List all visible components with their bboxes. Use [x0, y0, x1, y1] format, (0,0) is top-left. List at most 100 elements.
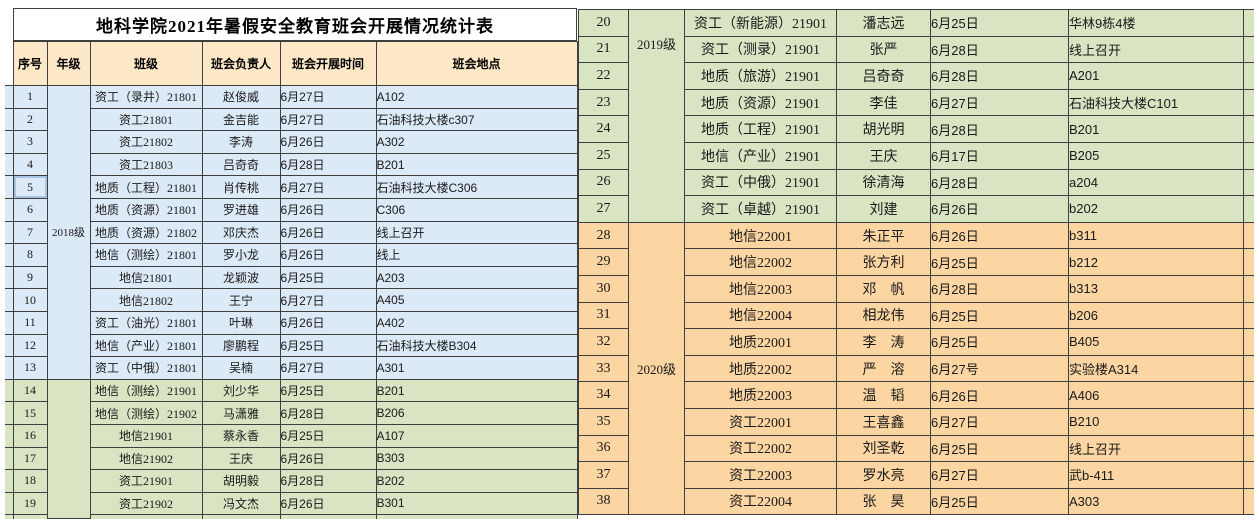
cell-class[interactable]: 地信22001	[684, 221, 837, 250]
cell-date[interactable]: 6月28日	[279, 401, 377, 425]
cell-leader[interactable]: 邓 帆	[836, 274, 931, 303]
cell-place[interactable]: b212	[1068, 248, 1244, 276]
sheet-title-cell[interactable]: 地科学院2021年暑假安全教育班会开展情况统计表	[13, 8, 577, 41]
cell-leader[interactable]: 王庆	[836, 141, 931, 170]
cell-place[interactable]: 实验楼A314	[1068, 354, 1244, 383]
cell-grade[interactable]: 2020级	[628, 221, 685, 516]
cell-row-number[interactable]: 15	[12, 401, 48, 425]
cell-class[interactable]: 资工（油光）21801	[89, 310, 203, 335]
cell-class[interactable]: 地信（产业）21801	[89, 333, 203, 358]
cell-row-number[interactable]: 27	[578, 195, 629, 223]
cell-row-number[interactable]: 17	[12, 446, 48, 471]
cell-date[interactable]: 6月27日	[279, 356, 377, 380]
cell-leader[interactable]: 赵俊威	[201, 85, 281, 109]
cell-class[interactable]: 资工（测录）21901	[684, 35, 837, 64]
cell-leader[interactable]: 严 溶	[836, 354, 931, 383]
cell-row-number[interactable]: 29	[578, 248, 629, 276]
cell-leader[interactable]: 刘少华	[201, 378, 281, 403]
cell-class[interactable]: 地质（资源）21901	[684, 88, 837, 117]
cell-row-number[interactable]: 20	[578, 9, 629, 37]
cell-date[interactable]: 6月25日	[279, 423, 377, 448]
cell-class[interactable]: 资工（录井）21801	[89, 85, 203, 109]
cell-leader[interactable]: 肖传桃	[201, 175, 281, 199]
column-header[interactable]: 班会开展时间	[279, 41, 377, 86]
cell-leader[interactable]: 吕奇奇	[201, 152, 281, 177]
cell-leader[interactable]: 马潇雅	[201, 401, 281, 425]
cell-row-number[interactable]: 7	[12, 220, 48, 245]
cell-place[interactable]: b202	[1068, 195, 1244, 223]
cell-date[interactable]: 6月28日	[930, 168, 1069, 197]
cell-leader[interactable]: 徐清海	[836, 168, 931, 197]
cell-place[interactable]: 华林9栋4楼	[1068, 9, 1244, 37]
cell-class[interactable]: 地质22003	[684, 381, 837, 409]
cell-leader[interactable]: 刘建	[836, 195, 931, 223]
cell-row-number[interactable]: 1	[12, 85, 48, 109]
cell-row-number[interactable]: 16	[12, 423, 48, 448]
cell-class[interactable]: 资工21802	[89, 130, 203, 154]
cell-date[interactable]: 6月27日	[930, 88, 1069, 117]
cell-class[interactable]: 地质22002	[684, 354, 837, 383]
cell-date[interactable]: 6月25日	[930, 328, 1069, 356]
cell-place[interactable]: 石油科技大楼C306	[375, 175, 578, 199]
cell-place[interactable]: A201	[1068, 62, 1244, 90]
cell-class[interactable]: 地信21801	[89, 265, 203, 290]
cell-leader[interactable]: 王宁	[201, 288, 281, 312]
cell-place[interactable]: 线上召开	[1068, 434, 1244, 463]
cell-leader[interactable]: 潘志远	[836, 9, 931, 37]
cell-date[interactable]: 6月25日	[930, 248, 1069, 276]
cell-leader[interactable]: 张严	[836, 35, 931, 64]
cell-class[interactable]: 地信（测绘）21902	[89, 401, 203, 425]
cell-place[interactable]: 石油科技大楼c307	[375, 107, 578, 132]
cell-grade[interactable]: 2019级	[628, 9, 685, 223]
cell-row-number[interactable]: 37	[578, 461, 629, 489]
cell-date[interactable]: 6月26日	[279, 310, 377, 335]
cell-date[interactable]: 6月26日	[279, 220, 377, 245]
cell-date[interactable]: 6月26日	[930, 195, 1069, 223]
cell-class[interactable]: 地信21802	[89, 288, 203, 312]
cell-leader[interactable]: 廖鹏程	[201, 333, 281, 358]
cell-row-number[interactable]: 13	[12, 356, 48, 380]
cell-date[interactable]: 6月27日	[279, 107, 377, 132]
cell-date[interactable]: 6月25日	[930, 301, 1069, 330]
cell-leader[interactable]: 叶琳	[201, 310, 281, 335]
cell-row-number[interactable]: 14	[12, 378, 48, 403]
cell-date[interactable]: 6月25日	[930, 434, 1069, 463]
cell-place[interactable]: A107	[375, 423, 578, 448]
cell-grade[interactable]	[46, 378, 91, 520]
cell-place[interactable]: A405	[375, 288, 578, 312]
cell-leader[interactable]: 张 昊	[836, 487, 931, 516]
cell-place[interactable]: B205	[1068, 141, 1244, 170]
cell-leader[interactable]: 李 涛	[836, 328, 931, 356]
cell-date[interactable]: 6月25日	[279, 333, 377, 358]
cell-class[interactable]: 地信（测绘）21801	[89, 243, 203, 267]
cell-class[interactable]: 地信22002	[684, 248, 837, 276]
cell-place[interactable]: B201	[1068, 115, 1244, 143]
cell-leader[interactable]: 王喜鑫	[836, 407, 931, 436]
cell-class[interactable]: 地质（旅游）21901	[684, 62, 837, 90]
cell-leader[interactable]: 朱正平	[836, 221, 931, 250]
cell-row-number[interactable]: 2	[12, 107, 48, 132]
cell-class[interactable]: 资工（卓越）21901	[684, 195, 837, 223]
cell-leader[interactable]: 罗水亮	[836, 461, 931, 489]
cell-row-number[interactable]: 30	[578, 274, 629, 303]
cell-date[interactable]: 6月27日	[930, 461, 1069, 489]
cell-date[interactable]: 6月27号	[930, 354, 1069, 383]
cell-place[interactable]: A301	[375, 356, 578, 380]
cell-row-number[interactable]: 18	[12, 469, 48, 493]
cell-class[interactable]: 地质22001	[684, 328, 837, 356]
cell-row-number[interactable]: 23	[578, 88, 629, 117]
cell-row-number[interactable]: 12	[12, 333, 48, 358]
cell-place[interactable]: B202	[375, 469, 578, 493]
cell-date[interactable]: 6月25日	[930, 487, 1069, 516]
column-header[interactable]: 年级	[46, 41, 91, 86]
cell-class[interactable]: 资工（新能源）21901	[684, 9, 837, 37]
cell-leader[interactable]: 胡明毅	[201, 469, 281, 493]
cell-row-number[interactable]: 4	[12, 152, 48, 177]
cell-place[interactable]: C306	[375, 197, 578, 222]
cell-leader[interactable]: 金吉能	[201, 107, 281, 132]
cell-date[interactable]: 6月26日	[930, 381, 1069, 409]
cell-place[interactable]: A406	[1068, 381, 1244, 409]
cell-row-number[interactable]: 11	[12, 310, 48, 335]
cell-class[interactable]: 地信（测绘）21901	[89, 378, 203, 403]
cell-row-number[interactable]: 33	[578, 354, 629, 383]
